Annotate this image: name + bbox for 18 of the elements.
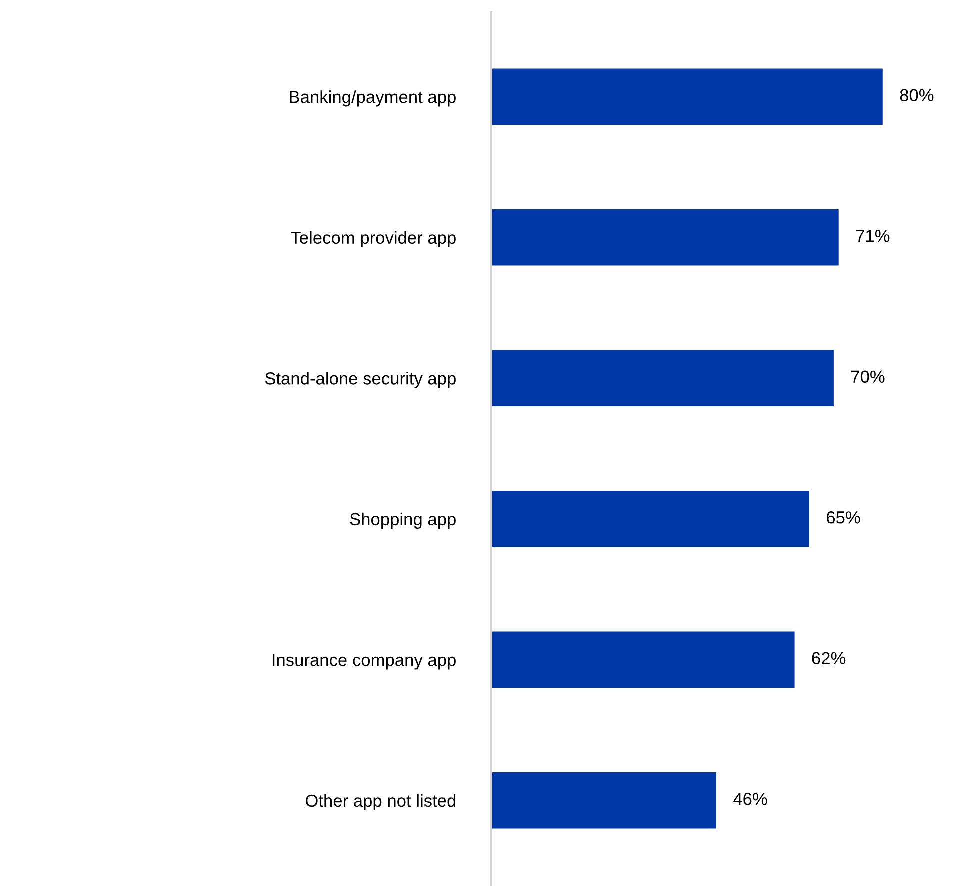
bar <box>491 350 834 407</box>
data-label: 71% <box>856 230 890 242</box>
data-label: 70% <box>852 370 885 384</box>
y-tick-label: Shopping app <box>350 512 456 530</box>
y-tick-label: Telecom provider app <box>291 231 456 248</box>
bar <box>491 632 795 688</box>
y-tick-label: Other app not listed <box>306 794 456 811</box>
bar <box>491 68 883 126</box>
bar <box>491 772 716 829</box>
y-tick-label: Banking/payment app <box>290 90 456 107</box>
bar <box>491 209 839 266</box>
data-label: 65% <box>827 512 860 524</box>
y-tick-label: Stand-alone security app <box>265 372 456 388</box>
data-label: 80% <box>900 89 934 102</box>
y-tick-label: Insurance company app <box>272 654 456 670</box>
data-label: 62% <box>812 652 846 665</box>
bar <box>491 490 810 548</box>
data-label: 46% <box>734 793 768 806</box>
